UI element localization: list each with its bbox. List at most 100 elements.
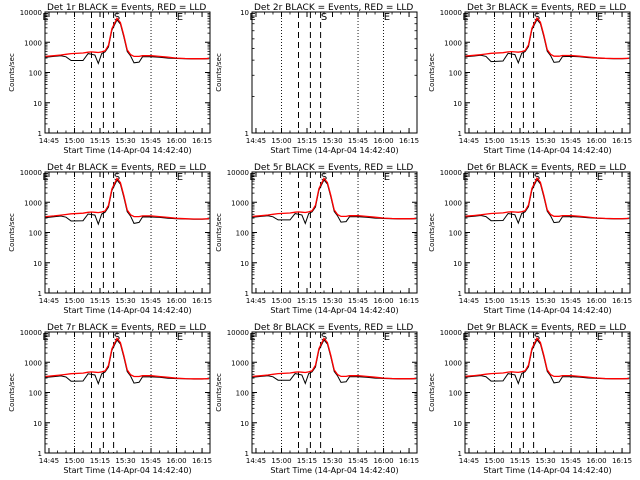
x-tick-label: 15:30 (535, 297, 555, 305)
y-tick-label: 1 (458, 130, 462, 138)
x-tick-label: 16:00 (373, 457, 393, 465)
y-tick-label: 10 (33, 420, 42, 428)
segment-marker-s: S (321, 12, 327, 23)
y-tick-label: 10000 (440, 9, 462, 17)
y-tick-label: 10 (453, 100, 462, 108)
x-tick-label: 15:00 (64, 457, 84, 465)
x-tick-label: 16:15 (399, 297, 419, 305)
y-tick-label: 10 (33, 100, 42, 108)
x-tick-label: 15:00 (64, 137, 84, 145)
series-line-lld (252, 337, 416, 380)
x-tick-label: 16:00 (373, 137, 393, 145)
y-tick-label: 10000 (20, 169, 42, 177)
series-line-lld (465, 336, 629, 380)
segment-marker-e: E (42, 332, 48, 343)
chart-panel-4: Det 4r BLACK = Events, RED = LLD Counts/s… (8, 163, 212, 315)
segment-marker-e: E (177, 12, 183, 23)
y-tick-label: 100 (29, 230, 42, 238)
plot-frame (464, 11, 631, 134)
segment-marker-e: E (42, 12, 48, 23)
y-tick-label: 10 (453, 260, 462, 268)
y-tick-label: 1000 (231, 359, 249, 367)
series-line-lld (45, 177, 209, 220)
segment-marker-e: E (597, 332, 603, 343)
x-tick-label: 14:45 (246, 137, 266, 145)
segment-marker-e: E (462, 12, 468, 23)
segment-marker-e: E (462, 172, 468, 183)
y-tick-label: 1000 (24, 39, 42, 47)
segment-marker-e: E (42, 172, 48, 183)
y-tick-label: 10000 (20, 329, 42, 337)
y-axis-label: Counts/sec (8, 53, 16, 92)
y-tick-label: 1 (245, 450, 249, 458)
x-tick-label: 15:15 (510, 297, 530, 305)
x-tick-label: 15:30 (535, 137, 555, 145)
x-tick-label: 15:15 (297, 297, 317, 305)
segment-marker-e: E (384, 172, 390, 183)
y-tick-label: 1 (245, 290, 249, 298)
y-tick-label: 10000 (20, 9, 42, 17)
series-line-lld (252, 177, 416, 220)
y-axis-label: Counts/sec (215, 213, 223, 252)
x-tick-label: 15:00 (64, 297, 84, 305)
y-tick-label: 100 (29, 390, 42, 398)
x-axis-label: Start Time (14-Apr-04 14:42:40) (483, 466, 611, 475)
chart-title: Det 3r BLACK = Events, RED = LLD (467, 3, 626, 13)
x-tick-label: 16:00 (166, 457, 186, 465)
x-tick-label: 15:45 (348, 457, 368, 465)
chart-title: Det 6r BLACK = Events, RED = LLD (467, 163, 626, 173)
series-line-events (252, 338, 416, 385)
series-line-lld (45, 337, 209, 380)
x-tick-label: 15:00 (271, 297, 291, 305)
y-axis-label: Counts/sec (428, 53, 436, 92)
x-tick-label: 15:15 (510, 457, 530, 465)
x-tick-label: 15:00 (484, 457, 504, 465)
y-tick-label: 10000 (440, 169, 462, 177)
x-tick-label: 15:30 (322, 137, 342, 145)
chart-panel-8: Det 8r BLACK = Events, RED = LLD Counts/s… (215, 323, 419, 475)
y-axis-label: Counts/sec (215, 53, 223, 92)
y-tick-label: 100 (449, 390, 462, 398)
x-tick-label: 16:15 (399, 137, 419, 145)
segment-marker-e: E (249, 172, 255, 183)
x-tick-label: 15:00 (484, 137, 504, 145)
y-tick-label: 100 (449, 230, 462, 238)
y-tick-label: 1000 (444, 359, 462, 367)
series-line-events (45, 179, 209, 226)
chart-title: Det 2r BLACK = Events, RED = LLD (254, 3, 413, 13)
y-tick-label: 1000 (231, 199, 249, 207)
x-tick-label: 15:45 (561, 297, 581, 305)
x-tick-label: 15:45 (348, 137, 368, 145)
series-line-events (465, 178, 629, 225)
x-tick-label: 15:45 (561, 457, 581, 465)
x-tick-label: 15:30 (115, 137, 135, 145)
chart-title: Det 8r BLACK = Events, RED = LLD (254, 323, 413, 333)
y-tick-label: 100 (236, 390, 249, 398)
x-tick-label: 15:15 (297, 137, 317, 145)
y-tick-label: 1000 (444, 199, 462, 207)
y-tick-label: 100 (449, 70, 462, 78)
chart-panel-6: Det 6r BLACK = Events, RED = LLD Counts/s… (428, 163, 632, 315)
series-line-lld (465, 177, 629, 220)
x-tick-label: 16:15 (399, 457, 419, 465)
x-tick-label: 15:00 (484, 297, 504, 305)
x-tick-label: 14:45 (459, 457, 479, 465)
chart-panel-3: Det 3r BLACK = Events, RED = LLD Counts/s… (428, 3, 632, 155)
y-tick-label: 10000 (227, 169, 249, 177)
x-tick-label: 16:15 (192, 457, 212, 465)
x-tick-label: 14:45 (246, 457, 266, 465)
x-tick-label: 14:45 (459, 137, 479, 145)
chart-panel-2: Det 2r BLACK = Events, RED = LLD Counts/s… (215, 3, 419, 155)
series-line-events (465, 338, 629, 385)
x-tick-label: 15:45 (348, 297, 368, 305)
x-tick-label: 15:30 (115, 297, 135, 305)
x-tick-label: 15:15 (90, 137, 110, 145)
x-axis-label: Start Time (14-Apr-04 14:42:40) (270, 466, 398, 475)
chart-title: Det 7r BLACK = Events, RED = LLD (47, 323, 206, 333)
y-tick-label: 1000 (444, 39, 462, 47)
x-tick-label: 16:00 (586, 137, 606, 145)
y-tick-label: 1 (38, 290, 42, 298)
segment-marker-e: E (249, 12, 255, 23)
x-tick-label: 15:00 (271, 457, 291, 465)
